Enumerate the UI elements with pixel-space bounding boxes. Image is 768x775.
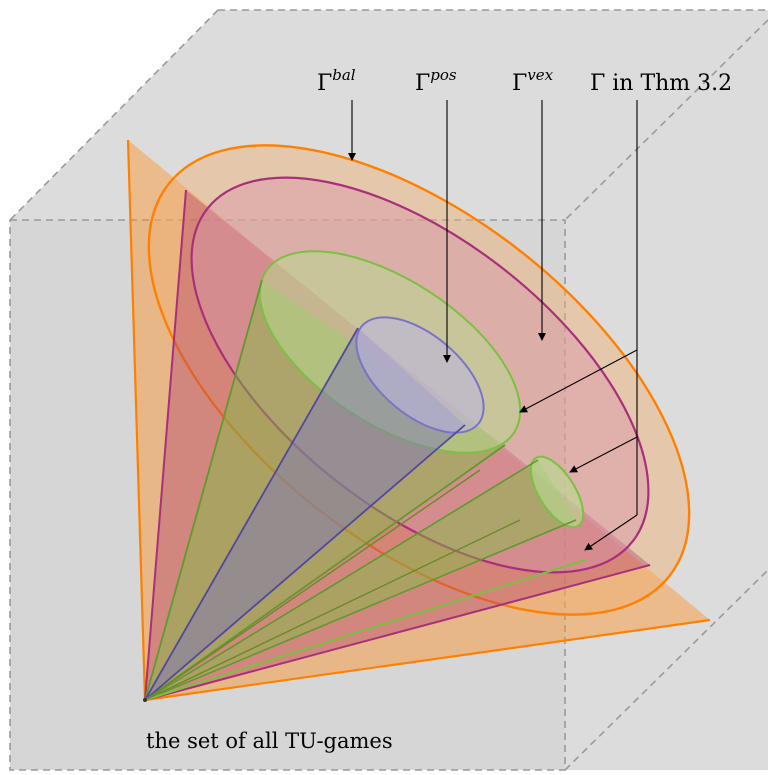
bal-cone-edge-right (144, 618, 711, 702)
caption-tu-games: the set of all TU-games (146, 729, 393, 753)
thm-pointer-to-small-cone (569, 436, 638, 473)
label-pointers (348, 100, 638, 551)
label-gamma-thm: Γ in Thm 3.2 (590, 71, 732, 96)
vex-cone-edge-right (144, 444, 506, 701)
thm-pointer-to-vex-rim (519, 349, 638, 413)
pos-cone-edge-right (144, 424, 466, 701)
inner-ray (144, 469, 481, 701)
thm-small-cone-body (145, 460, 576, 700)
pos-cone-edge-left (144, 327, 359, 701)
pos-cone-body (145, 328, 465, 700)
magenta-cone-edge-right (144, 564, 651, 701)
pos-cone (144, 316, 485, 701)
thm-small-cone-edge-left (144, 459, 539, 701)
thm-ray (144, 559, 586, 701)
thm-small-cone (144, 455, 585, 701)
box-top-left-edge (9, 9, 219, 221)
inner-ray (144, 519, 521, 701)
thm-small-cone-edge-right (144, 519, 577, 701)
label-gamma-pos: Γpos (415, 66, 457, 96)
thm-pointer-to-ray (584, 514, 638, 551)
label-gamma-bal: Γbal (317, 66, 356, 96)
thm-small-cone-rim (529, 455, 585, 529)
bal-cone-edge-left (126, 139, 147, 701)
vex-cone-edge-left (144, 279, 263, 701)
label-gamma-vex: Γvex (512, 66, 554, 96)
magenta-cone-edge-left (144, 189, 187, 701)
pos-cone-rim (355, 316, 485, 434)
inner-rays (144, 469, 521, 701)
apex-point (143, 698, 147, 702)
